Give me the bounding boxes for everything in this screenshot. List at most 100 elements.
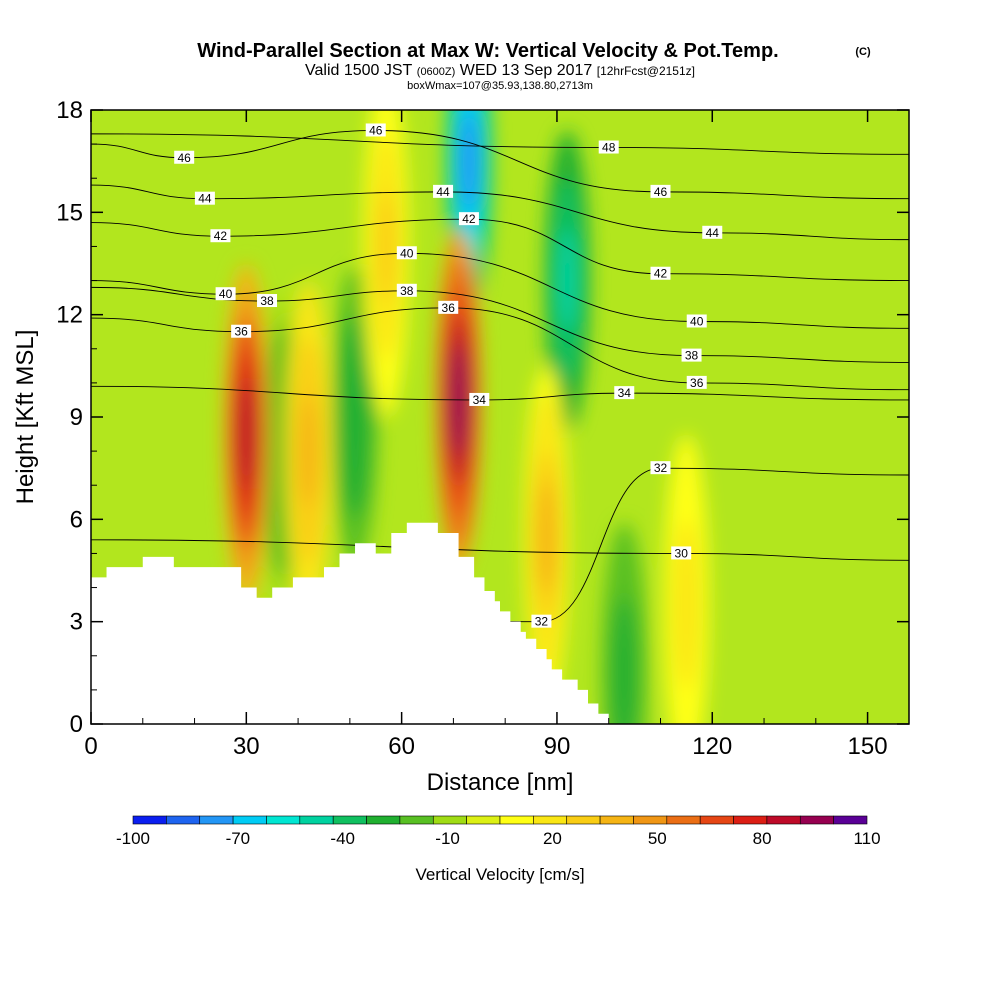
- x-tick-label: 60: [388, 733, 415, 760]
- contour-label-box: [194, 191, 215, 205]
- x-tick-label: 120: [692, 733, 732, 760]
- y-tick-label: 3: [70, 609, 83, 636]
- colorbar-swatch: [533, 815, 568, 825]
- updraft-core-5: [223, 263, 270, 605]
- chart-box-wmax: boxWmax=107@35.93,138.80,2713m: [407, 80, 593, 92]
- contour-label-box: [650, 184, 671, 198]
- contour-label-text: 34: [473, 393, 487, 407]
- colorbar-swatch: [633, 815, 668, 825]
- colorbar-tick-label: 80: [753, 829, 772, 848]
- theta-contour-34: [91, 385, 909, 401]
- contour-label-text: 40: [690, 314, 704, 328]
- vertical-velocity-field: [223, 110, 710, 724]
- contour-label: 38: [396, 283, 417, 298]
- contour-label: 40: [396, 246, 417, 260]
- contour-label-box: [686, 375, 707, 389]
- colorbar-swatch: [599, 815, 634, 825]
- colorbar-swatch: [833, 815, 868, 825]
- contour-label-text: 30: [675, 546, 689, 560]
- downdraft-shade: [345, 365, 365, 469]
- contour-label-box: [614, 386, 635, 400]
- contour-label-box: [396, 283, 417, 297]
- contour-label-text: 38: [685, 349, 699, 363]
- colorbar-tick-label: 20: [543, 829, 562, 848]
- theta-contour-36: [91, 307, 909, 391]
- colorbar-swatch: [266, 815, 301, 825]
- contour-label-text: 48: [602, 141, 616, 155]
- y-tick-label: 18: [56, 97, 83, 124]
- theta-contour-44: [91, 184, 909, 241]
- contour-label: 46: [174, 150, 195, 165]
- colorbar-tick-label: -70: [226, 829, 251, 848]
- theta-contour-38: [91, 286, 909, 363]
- y-axis-label: Height [Kft MSL]: [12, 330, 39, 505]
- plot-area: 30 32 32 34 34 36 36 36 38 38 38 40 40 40 42 42 42 44 44 44…: [91, 110, 909, 724]
- contour-label-text: 36: [442, 301, 456, 315]
- contour-label: 46: [650, 184, 671, 199]
- contour-label-box: [702, 225, 723, 239]
- x-tick-label: 0: [84, 733, 97, 760]
- contour-label: 32: [531, 614, 552, 629]
- downdraft-shade: [557, 228, 577, 333]
- contour-label-text: 46: [369, 123, 383, 137]
- contour-label: 44: [433, 184, 454, 199]
- colorbar-swatch: [332, 815, 367, 825]
- chart-title: Wind-Parallel Section at Max W: Vertical…: [197, 40, 778, 62]
- downdraft-core-4: [601, 522, 648, 724]
- contour-label-box: [438, 300, 459, 314]
- contour-label: 42: [650, 266, 671, 281]
- contour-label: 46: [365, 123, 386, 137]
- contour-label: 42: [210, 229, 231, 243]
- contour-label-text: 32: [654, 461, 668, 475]
- theta-contour-40: [91, 252, 909, 329]
- contour-label: 36: [686, 375, 707, 390]
- updraft-shade: [537, 480, 557, 593]
- contour-label-box: [650, 266, 671, 280]
- contour-label: 36: [438, 300, 459, 315]
- colorbar-swatch: [132, 815, 167, 825]
- contour-label-text: 44: [706, 226, 720, 240]
- contour-label: 42: [458, 212, 479, 226]
- contour-label: 40: [215, 287, 236, 301]
- downdraft-shade: [459, 110, 479, 213]
- colorbar-swatch: [766, 815, 801, 825]
- colorbar-swatch: [232, 815, 267, 825]
- contour-label: 34: [469, 392, 490, 407]
- colorbar-tick-label: -100: [116, 829, 150, 848]
- contour-label: 30: [671, 546, 692, 560]
- downdraft-core-1: [332, 266, 378, 568]
- colorbar-swatch: [733, 815, 768, 825]
- downdraft-shade: [614, 621, 634, 724]
- colorbar-swatch: [566, 815, 601, 825]
- contour-label-text: 46: [178, 151, 192, 165]
- contour-label-box: [531, 614, 552, 628]
- contour-label-text: 42: [462, 212, 476, 226]
- contour-label-box: [231, 324, 252, 338]
- contour-label: 38: [681, 348, 702, 363]
- contour-label-box: [433, 184, 454, 198]
- contour-label-box: [396, 246, 417, 260]
- contour-label: 40: [686, 314, 707, 328]
- colorbar: -100 -70 -40 -10 20 50 80 110: [116, 815, 881, 848]
- contour-label: 44: [194, 191, 215, 206]
- colorbar-swatch: [499, 815, 534, 825]
- contour-label: 36: [231, 324, 252, 339]
- contour-label-box: [686, 314, 707, 328]
- chart-valid-time: Valid 1500 JST (0600Z) WED 13 Sep 2017 […: [305, 62, 695, 79]
- y-tick-label: 9: [70, 404, 83, 431]
- contour-label-text: 36: [234, 325, 248, 339]
- contour-label: 44: [702, 225, 723, 240]
- contour-label-box: [650, 461, 671, 475]
- contour-label-text: 36: [690, 376, 704, 390]
- colorbar-swatch: [166, 815, 201, 825]
- contour-label-box: [210, 229, 231, 243]
- updraft-shade: [676, 548, 696, 661]
- updraft-core-10: [663, 434, 710, 724]
- contour-label-box: [174, 150, 195, 164]
- downdraft-core-3: [544, 130, 591, 431]
- contour-label-text: 34: [618, 386, 632, 400]
- contour-label-box: [458, 212, 479, 226]
- contour-label-box: [681, 348, 702, 362]
- contour-label-text: 42: [654, 267, 668, 281]
